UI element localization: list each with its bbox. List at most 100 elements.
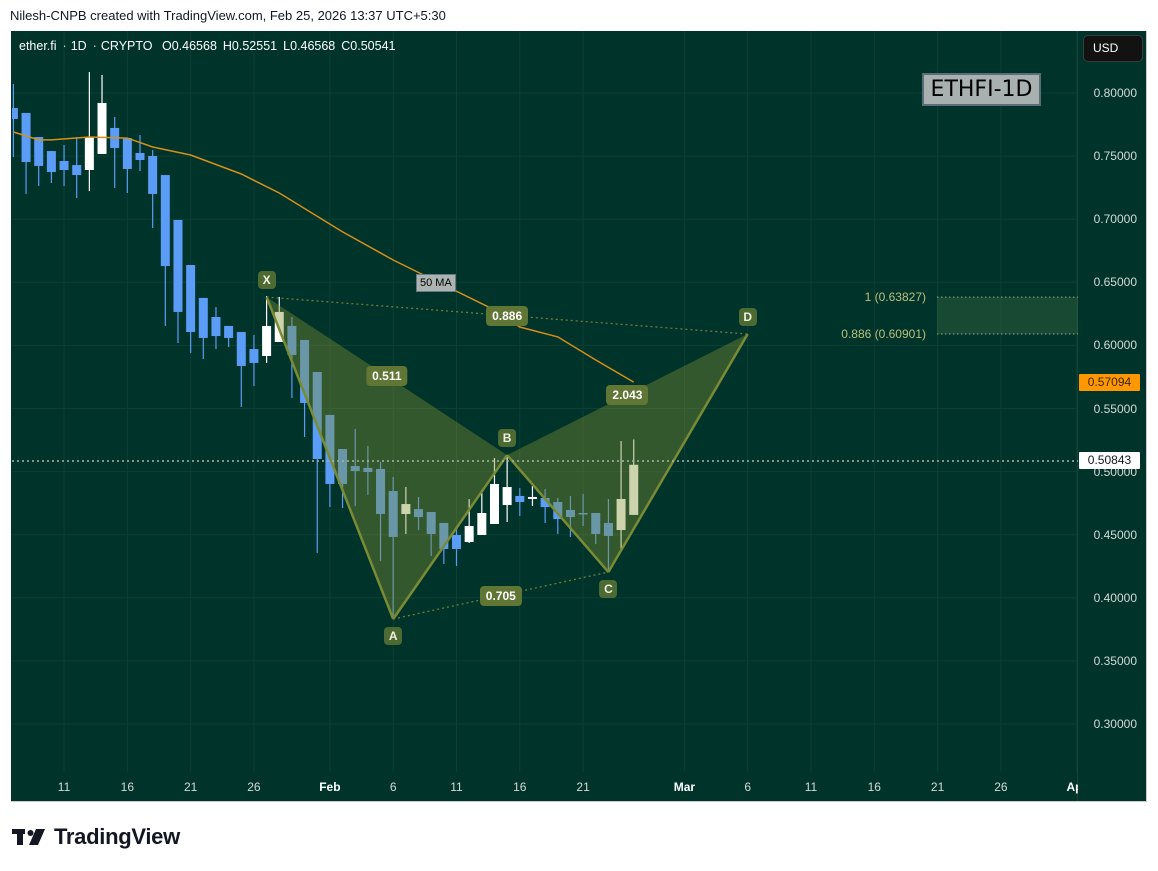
harmonic-pattern[interactable] [265, 296, 749, 620]
last-price-badge: 0.50843 [1079, 452, 1140, 470]
candle-bearish [224, 325, 234, 338]
pattern-ratio-bd[interactable]: 2.043 [606, 384, 649, 405]
candle-bearish [325, 414, 335, 484]
ma-50-line [13, 131, 635, 383]
pattern-leg-bc [506, 454, 610, 573]
candle-bearish [148, 155, 158, 194]
candle-bearish [591, 512, 601, 534]
pattern-point-x[interactable]: X [257, 271, 276, 290]
pattern-triangle-bcd [507, 334, 748, 573]
ma-text-label[interactable]: 50 MA [416, 274, 456, 292]
candle-bullish [489, 483, 499, 524]
candle-bearish [414, 509, 424, 518]
candle-bullish [477, 512, 487, 535]
chart-attribution: Nilesh-CNPB created with TradingView.com… [10, 8, 446, 23]
time-axis-label: 26 [994, 780, 1008, 794]
candle-bearish [439, 522, 449, 549]
tradingview-brand: TradingView [54, 824, 180, 849]
candle-bearish [211, 317, 221, 337]
pattern-point-a[interactable]: A [384, 627, 403, 645]
fib-target-zone [937, 296, 1078, 335]
tradingview-mark-icon [12, 829, 45, 845]
chart-pane[interactable] [11, 31, 1147, 802]
candle-bullish [629, 464, 639, 515]
candle-bearish [338, 449, 348, 484]
time-axis-label: Feb [319, 780, 341, 794]
candle-bearish [34, 137, 44, 166]
candle-bullish [97, 102, 107, 154]
candle-bullish [527, 496, 537, 499]
candle-bearish [59, 161, 69, 170]
pattern-point-c[interactable]: C [599, 580, 618, 599]
pattern-ratio-xd[interactable]: 0.886 [486, 305, 529, 326]
candle-bearish [603, 522, 613, 536]
time-axis-label: 21 [183, 780, 198, 794]
candle-bearish [540, 497, 550, 508]
legend-low: L0.46568 [283, 39, 336, 53]
pattern-leg-xa [265, 296, 395, 620]
candle-bearish [312, 372, 322, 459]
candle-bullish [401, 504, 411, 515]
time-axis-label: 11 [57, 780, 71, 794]
legend-separator: · [92, 39, 97, 53]
candle-bearish [72, 165, 82, 176]
legend-interval: 1D [70, 39, 87, 53]
tradingview-logo[interactable]: TradingView [12, 824, 180, 850]
candle-bearish [300, 339, 310, 403]
time-axis-label: 26 [247, 780, 261, 794]
pattern-ratio-ac[interactable]: 0.705 [479, 585, 522, 606]
pattern-point-b[interactable]: B [498, 429, 517, 448]
chart-title-label[interactable]: ETHFI-1D [922, 73, 1041, 106]
legend-exchange: CRYPTO [100, 39, 153, 53]
candle-bearish [565, 509, 575, 518]
candle-bearish [515, 495, 525, 503]
price-axis-label: 0.35000 [1093, 653, 1137, 668]
candlestick-series [12, 72, 639, 620]
candle-bullish [262, 325, 272, 357]
candle-bullish [464, 525, 474, 543]
candle-bullish [502, 486, 512, 506]
candle-bearish [122, 138, 132, 169]
price-axis-label: 0.80000 [1093, 86, 1137, 100]
time-axis-label: 11 [804, 780, 818, 794]
price-axis-label: 0.55000 [1093, 401, 1137, 416]
time-axis-label: 11 [450, 780, 463, 794]
price-axis-label: 0.75000 [1093, 149, 1137, 164]
legend-symbol[interactable]: ether.fi [19, 39, 57, 53]
candle-bullish [84, 137, 94, 170]
candle-bearish [452, 534, 461, 549]
price-axis-label: 0.30000 [1093, 717, 1137, 731]
moving-average-50 [13, 131, 635, 383]
fib-level-0886-label: 0.886 (0.60901) [841, 327, 926, 342]
legend-close: C0.50541 [341, 39, 396, 53]
pattern-point-d[interactable]: D [738, 308, 757, 327]
pattern-ratio-xb[interactable]: 0.511 [366, 366, 408, 387]
candle-bearish [198, 297, 208, 338]
ma-price-badge: 0.57094 [1079, 373, 1140, 391]
pattern-leg-cd [607, 333, 749, 573]
legend-high: H0.52551 [222, 39, 278, 53]
candle-bearish [46, 151, 56, 173]
candle-bullish [616, 498, 626, 531]
candle-bearish [426, 511, 436, 534]
candle-bearish [236, 332, 246, 366]
candle-bearish [350, 466, 360, 471]
price-axis-label: 0.40000 [1093, 590, 1137, 605]
candle-bearish [287, 325, 297, 355]
currency-button[interactable]: USD [1083, 35, 1143, 62]
candle-bearish [12, 108, 18, 119]
pattern-leg-ab [392, 454, 509, 620]
price-axis-label: 0.60000 [1093, 338, 1137, 353]
grid-lines [12, 31, 1078, 772]
candle-bearish [160, 175, 170, 267]
time-axis[interactable]: 11 16 21 26 Feb 6 11 16 21 Mar 6 11 16 21 26 Apr [12, 772, 1078, 800]
price-axis-label: 0.45000 [1093, 527, 1137, 542]
candle-bearish [578, 512, 588, 515]
candle-bearish [376, 468, 386, 515]
candle-bearish [173, 219, 183, 312]
time-axis-label: 21 [930, 780, 945, 794]
candle-bearish [363, 467, 373, 472]
candle-bearish [553, 502, 563, 520]
time-axis-label: Mar [673, 780, 696, 794]
